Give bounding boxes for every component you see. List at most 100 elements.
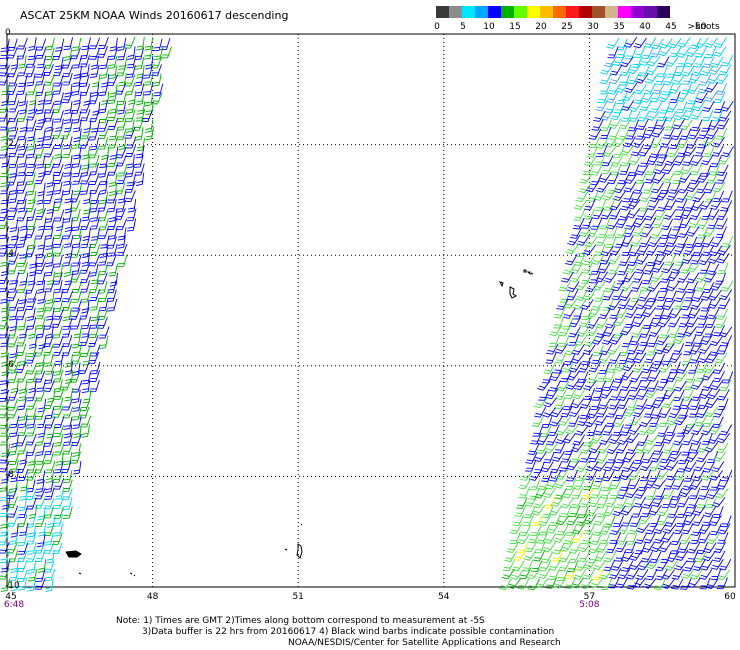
wind-barb-icon <box>125 144 137 157</box>
wind-barb-icon <box>716 208 729 221</box>
wind-barb-icon <box>90 55 99 70</box>
wind-barb-icon <box>126 208 137 222</box>
wind-barb-icon <box>116 244 128 256</box>
wind-barb-icon <box>579 451 592 463</box>
note-line-1: Note: 1) Times are GMT 2)Times along bot… <box>116 616 485 626</box>
wind-barb-icon <box>27 128 37 142</box>
wind-barb-icon <box>601 155 614 167</box>
wind-barb-icon <box>603 56 617 68</box>
wind-barb-icon <box>661 343 675 354</box>
wind-barb-icon <box>44 209 54 223</box>
wind-barb-icon <box>36 415 47 429</box>
wind-barb-icon <box>0 523 9 537</box>
wind-barb-icon <box>25 298 37 310</box>
wind-barb-icon <box>18 577 27 591</box>
wind-barb-icon <box>542 487 557 499</box>
wind-barb-icon <box>576 326 590 337</box>
wind-barb-icon <box>661 531 675 543</box>
wind-barb-icon <box>602 146 616 158</box>
wind-barb-icon <box>26 397 38 410</box>
wind-barb-icon <box>0 541 10 554</box>
wind-barb-icon <box>686 416 698 429</box>
wind-barb-icon <box>639 226 654 238</box>
wind-barb-icon <box>7 361 19 374</box>
wind-barb-icon <box>36 316 46 330</box>
wind-barb-icon <box>690 379 705 390</box>
wind-barb-icon <box>657 459 671 471</box>
wind-barb-icon <box>592 344 605 357</box>
wind-barb-icon <box>671 578 684 590</box>
wind-barb-icon <box>574 334 588 346</box>
wind-barb-icon <box>53 443 65 456</box>
wind-barb-icon <box>125 136 137 149</box>
wind-barb-icon <box>648 470 661 482</box>
wind-barb-icon <box>625 432 640 444</box>
wind-barb-icon <box>642 272 654 285</box>
wind-barb-icon <box>53 81 63 95</box>
lat-label: -6 <box>5 359 14 370</box>
wind-barb-icon <box>651 126 665 138</box>
wind-barb-icon <box>107 136 119 149</box>
wind-barb-icon <box>612 460 626 472</box>
wind-barb-icon <box>62 307 72 321</box>
wind-barb-icon <box>98 209 109 222</box>
wind-barb-icon <box>662 397 675 409</box>
wind-barb-icon <box>107 154 118 167</box>
wind-barb-icon <box>571 344 585 355</box>
wind-barb-icon <box>564 387 577 400</box>
wind-barb-icon <box>8 199 20 212</box>
wind-barb-icon <box>677 496 690 508</box>
wind-barb-icon <box>600 64 614 75</box>
wind-barb-icon <box>711 497 726 508</box>
wind-barb-icon <box>683 461 697 473</box>
wind-barb-icon <box>117 164 128 177</box>
wind-barb-icon <box>117 227 127 241</box>
wind-barb-icon <box>643 532 656 544</box>
wind-barb-icon <box>590 398 602 411</box>
wind-barb-icon <box>89 380 100 393</box>
wind-barb-icon <box>82 244 91 258</box>
wind-barb-icon <box>542 407 556 418</box>
wind-barb-icon <box>624 82 638 93</box>
wind-barb-icon <box>626 208 641 219</box>
wind-barb-icon <box>597 262 611 274</box>
islands <box>65 269 534 577</box>
wind-barb-icon <box>51 127 63 140</box>
wind-barb-icon <box>606 451 619 464</box>
wind-barb-icon <box>45 578 54 592</box>
wind-barb-icon <box>594 153 606 166</box>
wind-barb-icon <box>620 370 634 381</box>
wind-barb-icon <box>527 532 541 544</box>
wind-barb-icon <box>0 46 10 60</box>
wind-barb-icon <box>637 479 650 492</box>
wind-barb-icon <box>681 434 695 446</box>
wind-barb-icon <box>88 172 100 185</box>
wind-barb-icon <box>706 209 720 220</box>
wind-barb-icon <box>649 551 662 564</box>
wind-barb-icon <box>612 424 624 436</box>
wind-barb-icon <box>600 208 613 220</box>
wind-barb-icon <box>539 523 551 536</box>
wind-barb-icon <box>615 540 628 553</box>
wind-barb-icon <box>667 506 680 518</box>
wind-barb-icon <box>33 146 45 159</box>
wind-barb-icon <box>538 560 552 572</box>
wind-barb-icon <box>17 317 27 331</box>
wind-barb-icon <box>681 522 694 535</box>
wind-barb-icon <box>108 263 118 277</box>
wind-barb-icon <box>651 397 666 409</box>
wind-barb-icon <box>665 56 679 67</box>
wind-barb-icon <box>514 505 527 517</box>
wind-barb-icon <box>582 568 596 580</box>
wind-barb-icon <box>571 523 585 535</box>
wind-barb-icon <box>562 263 576 275</box>
wind-barb-icon <box>675 550 689 561</box>
wind-barb-icon <box>62 73 73 86</box>
wind-barb-icon <box>715 226 727 239</box>
wind-barb-icon <box>678 217 692 229</box>
wind-barb-icon <box>675 191 689 203</box>
wind-barb-icon <box>143 82 154 96</box>
wind-barb-icon <box>53 254 63 268</box>
wind-barb-icon <box>704 406 718 418</box>
wind-barb-icon <box>621 514 633 527</box>
